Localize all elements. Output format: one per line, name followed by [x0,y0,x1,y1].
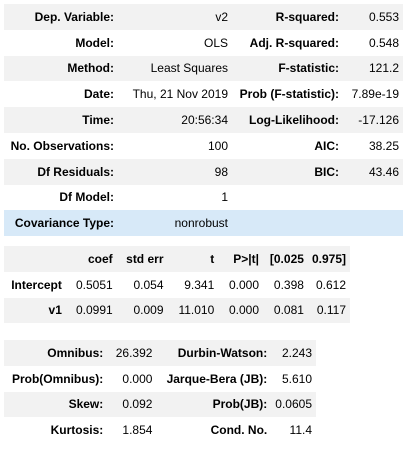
summary-value: 20:56:34 [181,113,228,128]
summary-label: Prob (F-statistic): [239,87,339,102]
column-header: coef [88,251,113,266]
summary-value: OLS [203,35,228,50]
table-row: Skew: 0.092 Prob(JB): 0.0605 [4,391,316,418]
summary-value: 0.548 [368,35,399,50]
diagnostic-label: Prob(JB): [212,397,268,412]
column-header: [0.025 [269,251,304,266]
diagnostic-value: 0.0605 [275,397,312,412]
table-row: Df Model: 1 [4,185,403,211]
summary-label: Time: [82,113,114,128]
diagnostic-label: Jarque-Bera (JB): [166,371,268,386]
summary-label: Dep. Variable: [34,9,114,24]
table-cell: 0.009 [133,303,164,318]
diagnostic-label: Skew: [68,397,104,412]
summary-value: 121.2 [368,61,399,76]
diagnostic-value: 5.610 [281,371,312,386]
summary-value: 7.89e-19 [351,87,399,102]
diagnostic-label: Durbin-Watson: [177,345,268,360]
row-label: v1 [48,303,62,318]
table-row: Prob(Omnibus): 0.000 Jarque-Bera (JB): 5… [4,366,316,392]
summary-label: Model: [75,35,114,50]
summary-label [232,185,343,211]
diagnostic-value: 1.854 [122,423,153,438]
table-row: Dep. Variable: v2 R-squared: 0.553 [4,4,403,30]
summary-value: 1 [221,190,228,205]
summary-value: Thu, 21 Nov 2019 [132,87,228,102]
table-row: Intercept 0.5051 0.054 9.341 0.000 0.398… [4,272,350,298]
diagnostics-table: Omnibus: 26.392 Durbin-Watson: 2.243 Pro… [4,340,316,443]
diagnostic-value: 0.092 [122,397,153,412]
summary-value: 100 [207,138,228,153]
table-row: Df Residuals: 98 BIC: 43.46 [4,158,403,185]
summary-value: 38.25 [368,138,399,153]
summary-value: nonrobust [174,216,228,231]
table-row: Time: 20:56:34 Log-Likelihood: -17.126 [4,107,403,133]
table-cell: 0.081 [273,303,304,318]
diagnostic-value: 26.392 [115,345,153,360]
column-header: 0.975] [311,251,346,266]
column-header: std err [126,251,164,266]
table-cell: 0.000 [229,303,260,318]
summary-label: Df Model: [59,190,114,205]
table-row: Date: Thu, 21 Nov 2019 Prob (F-statistic… [4,81,403,107]
table-row-highlighted: Covariance Type: nonrobust [4,210,403,237]
row-label: Intercept [11,277,62,292]
table-row: No. Observations: 100 AIC: 38.25 [4,133,403,159]
summary-value: -17.126 [358,113,399,128]
summary-value: v2 [215,9,228,24]
summary-label: Log-Likelihood: [249,113,339,128]
table-cell: 0.000 [229,277,260,292]
summary-label: R-squared: [275,9,339,24]
summary-value: 43.46 [368,164,399,179]
summary-label: AIC: [314,138,339,153]
summary-label: Method: [67,61,114,76]
table-cell: 0.398 [273,277,304,292]
column-header: P>|t| [233,251,260,266]
table-row: Omnibus: 26.392 Durbin-Watson: 2.243 [4,340,316,366]
summary-label [232,210,343,236]
table-cell: 9.341 [184,277,215,292]
summary-label: Adj. R-squared: [249,35,339,50]
diagnostic-value: 2.243 [281,345,312,360]
summary-value: 0.553 [368,9,399,24]
coefficients-table: coef std err t P>|t| [0.025 0.975] Inter… [4,246,350,324]
diagnostic-label: Omnibus: [47,345,104,360]
summary-value: Least Squares [150,61,228,76]
table-header-row: coef std err t P>|t| [0.025 0.975] [4,246,350,272]
diagnostic-label: Prob(Omnibus): [11,371,104,386]
table-row: Kurtosis: 1.854 Cond. No. 11.4 [4,417,316,443]
table-row: Method: Least Squares F-statistic: 121.2 [4,55,403,82]
summary-value [343,185,403,211]
table-row: v1 0.0991 0.009 11.010 0.000 0.081 0.117 [4,297,350,324]
summary-label: Date: [83,87,114,102]
column-header [4,246,66,272]
table-row: Model: OLS Adj. R-squared: 0.548 [4,30,403,56]
model-summary-table: Dep. Variable: v2 R-squared: 0.553 Model… [4,4,403,237]
table-cell: 0.5051 [75,277,113,292]
summary-label: Covariance Type: [14,216,114,231]
column-header: t [210,251,215,266]
summary-value [343,210,403,236]
summary-value: 98 [214,164,228,179]
summary-label: F-statistic: [278,61,339,76]
summary-label: Df Residuals: [37,164,114,179]
table-cell: 0.117 [316,303,346,318]
diagnostic-value: 0.000 [122,371,153,386]
table-cell: 0.612 [315,277,346,292]
diagnostic-label: Kurtosis: [50,423,104,438]
summary-label: BIC: [314,164,339,179]
diagnostic-label: Cond. No. [210,423,268,438]
diagnostic-value: 11.4 [289,423,312,438]
table-cell: 0.0991 [75,303,113,318]
table-cell: 0.054 [133,277,164,292]
table-cell: 11.010 [178,303,215,318]
summary-label: No. Observations: [10,138,114,153]
